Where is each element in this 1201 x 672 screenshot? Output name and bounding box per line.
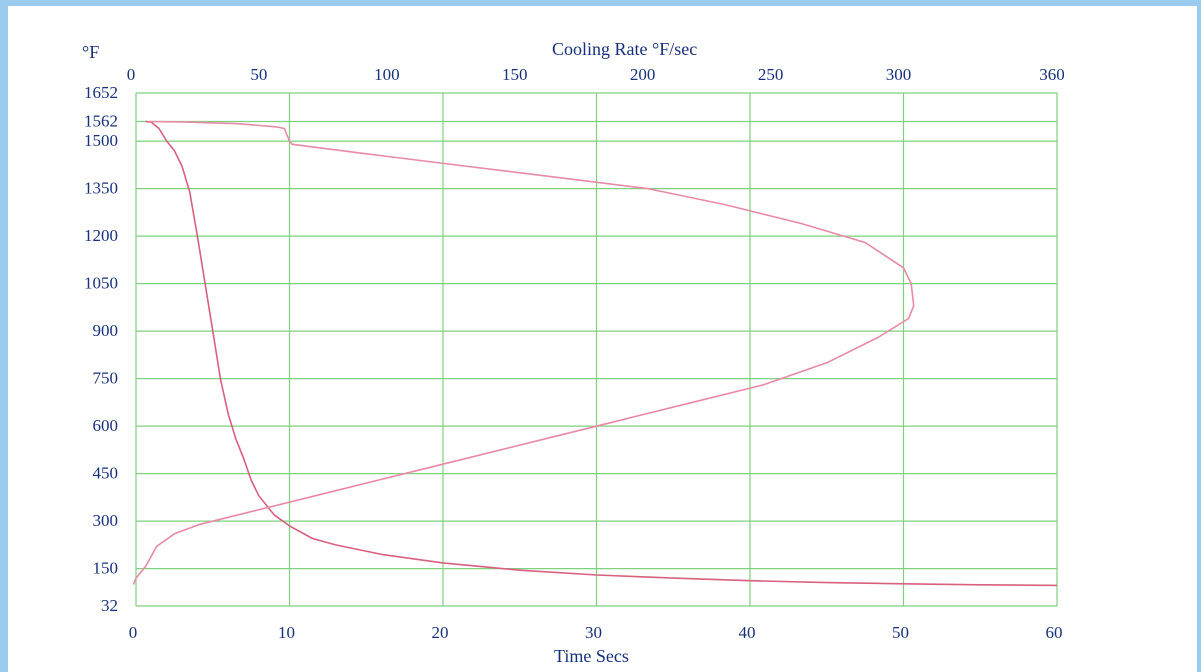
y-tick-label: 32 xyxy=(101,596,118,615)
y-tick-label: 600 xyxy=(93,416,119,435)
x-bottom-tick-label: 10 xyxy=(278,623,295,642)
tick-labels: 3215030045060075090010501200135015001562… xyxy=(84,65,1065,642)
y-tick-label: 1350 xyxy=(84,179,118,198)
cooling-rate-curve xyxy=(132,120,915,585)
x-top-tick-label: 200 xyxy=(630,65,656,84)
x-top-tick-label: 0 xyxy=(127,65,136,84)
series-layer xyxy=(132,120,1058,587)
y-tick-label: 1562 xyxy=(84,112,118,131)
x-bottom-tick-label: 60 xyxy=(1046,623,1063,642)
y-tick-label: 450 xyxy=(93,464,119,483)
y-tick-label: 1652 xyxy=(84,83,118,102)
x-top-tick-label: 150 xyxy=(502,65,528,84)
x-bottom-tick-label: 50 xyxy=(892,623,909,642)
y-tick-label: 750 xyxy=(93,369,119,388)
x-bottom-tick-label: 30 xyxy=(585,623,602,642)
y-tick-label: 900 xyxy=(93,321,119,340)
temperature-time-curve xyxy=(145,120,1058,587)
top-axis-title: Cooling Rate °F/sec xyxy=(552,39,697,59)
y-tick-label: 1500 xyxy=(84,131,118,150)
x-bottom-tick-label: 40 xyxy=(739,623,756,642)
x-bottom-tick-label: 0 xyxy=(129,623,138,642)
y-tick-label: 150 xyxy=(93,559,119,578)
x-bottom-tick-label: 20 xyxy=(432,623,449,642)
y-axis-unit-label: °F xyxy=(82,42,99,62)
x-top-tick-label: 360 xyxy=(1039,65,1065,84)
y-tick-label: 300 xyxy=(93,511,119,530)
x-top-tick-label: 100 xyxy=(374,65,400,84)
x-top-tick-label: 300 xyxy=(886,65,912,84)
y-tick-label: 1200 xyxy=(84,226,118,245)
grid xyxy=(135,92,1058,607)
bottom-axis-title: Time Secs xyxy=(554,646,629,666)
x-top-tick-label: 250 xyxy=(758,65,784,84)
x-top-tick-label: 50 xyxy=(250,65,267,84)
y-tick-label: 1050 xyxy=(84,274,118,293)
